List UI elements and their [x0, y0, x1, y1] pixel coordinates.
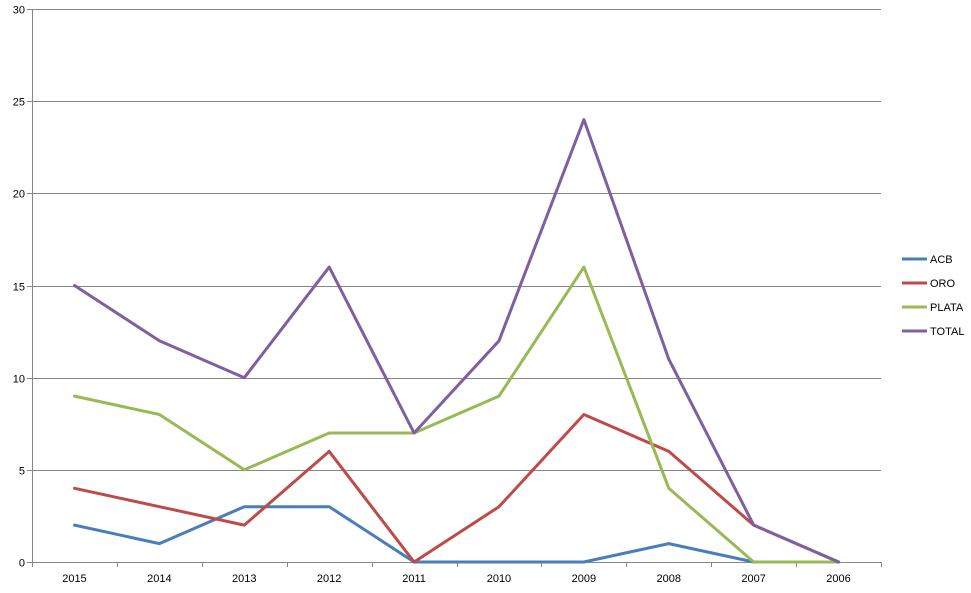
series-lines — [73, 118, 841, 564]
y-tick-label: 25 — [13, 97, 25, 109]
x-tick-label: 2014 — [147, 573, 171, 585]
x-tick-label: 2013 — [232, 573, 256, 585]
legend-label-acb: ACB — [930, 254, 953, 266]
y-tick-label: 15 — [13, 282, 25, 294]
x-tick-label: 2010 — [487, 573, 511, 585]
legend-label-plata: PLATA — [930, 302, 964, 314]
x-tick-label: 2006 — [826, 573, 850, 585]
x-tick-label: 2008 — [657, 573, 681, 585]
x-tick-label: 2007 — [741, 573, 765, 585]
chart-axes — [27, 9, 882, 567]
y-axis-tick-labels: 0 5 10 15 20 25 30 — [13, 5, 25, 570]
x-tick-label: 2011 — [402, 573, 426, 585]
series-line-oro — [73, 413, 841, 564]
series-line-total — [73, 118, 841, 564]
series-line-plata — [73, 265, 841, 564]
y-tick-label: 5 — [19, 466, 25, 478]
series-line-acb — [73, 505, 841, 564]
y-tick-label: 0 — [19, 558, 25, 570]
y-tick-label: 10 — [13, 374, 25, 386]
legend: ACB ORO PLATA TOTAL — [902, 254, 964, 338]
y-tick-label: 20 — [13, 189, 25, 201]
x-tick-label: 2009 — [572, 573, 596, 585]
legend-label-total: TOTAL — [930, 326, 964, 338]
legend-label-oro: ORO — [930, 278, 956, 290]
gridlines — [32, 9, 881, 471]
x-tick-label: 2015 — [62, 573, 86, 585]
y-tick-label: 30 — [13, 5, 25, 17]
x-axis-tick-labels: 2015 2014 2013 2012 2011 2010 2009 2008 2007 2006 — [62, 573, 851, 585]
x-tick-label: 2012 — [317, 573, 341, 585]
